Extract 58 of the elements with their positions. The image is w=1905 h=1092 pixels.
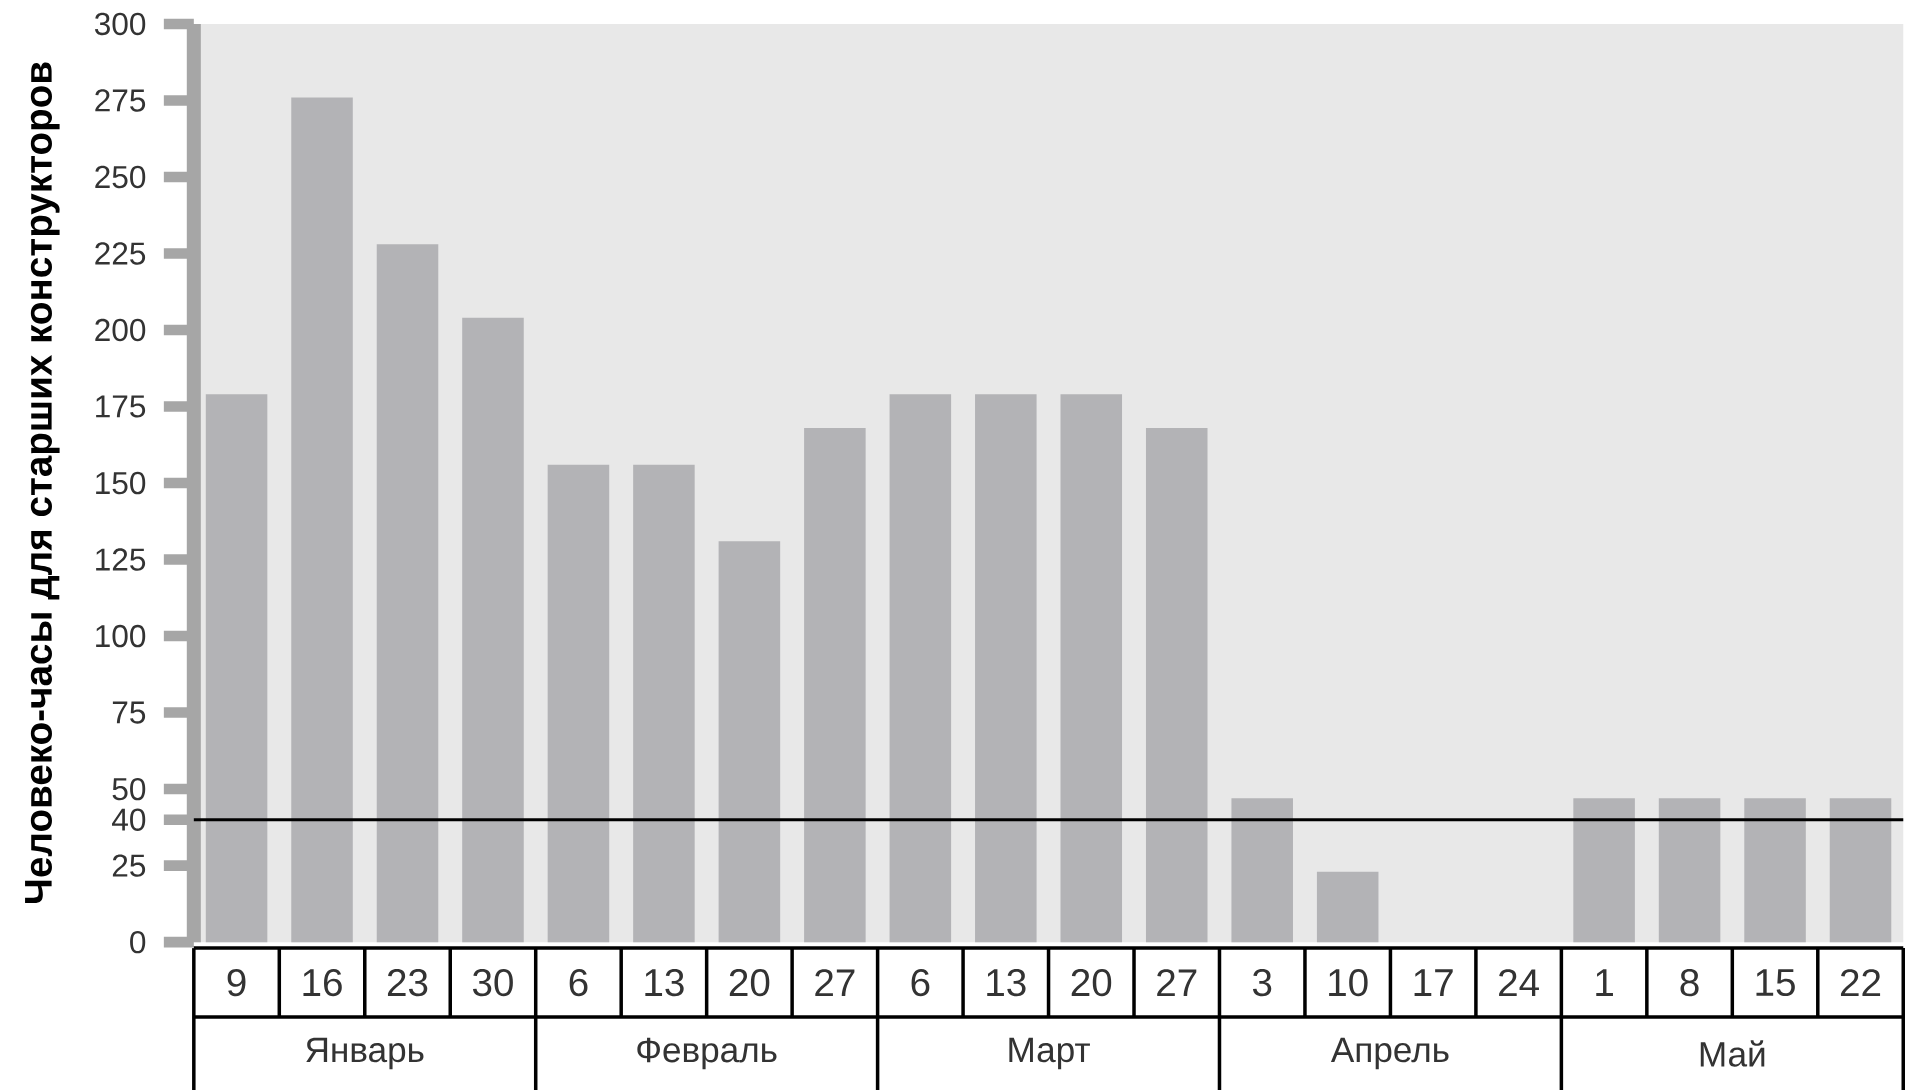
y-tick-label: 300	[94, 12, 146, 36]
bar	[1231, 798, 1293, 943]
bar	[205, 394, 268, 943]
x-tick-label: 3	[1252, 969, 1272, 997]
x-tick-label: 30	[472, 969, 513, 997]
y-tick-label: 100	[96, 625, 146, 648]
y-axis-title: Человеко-часы для старших конструкторов	[25, 62, 60, 904]
x-tick-label: 27	[1157, 969, 1197, 997]
y-tick-label: 225	[95, 242, 146, 265]
x-tick-label: 9	[227, 969, 246, 997]
x-tick-label: 15	[1756, 969, 1795, 997]
x-tick-label: 6	[569, 969, 588, 997]
x-tick-label: 22	[1840, 969, 1881, 997]
y-tick-label: 40	[112, 808, 146, 832]
x-tick-label: 13	[645, 969, 684, 997]
bar	[1060, 394, 1123, 943]
bar	[804, 428, 866, 943]
bar	[718, 541, 781, 943]
text: Февраль	[637, 1037, 777, 1070]
x-tick-label: 8	[1680, 969, 1699, 997]
y-tick-label: 200	[95, 318, 146, 342]
y-tick-label: 0	[130, 931, 146, 954]
x-tick-label: 17	[1414, 969, 1453, 996]
bar	[975, 394, 1037, 943]
x-tick-label: 13	[987, 969, 1026, 997]
bar	[1145, 428, 1208, 943]
y-tick-label: 275	[95, 89, 146, 112]
y-tick-label: 50	[112, 778, 146, 801]
x-tick-label: 20	[1071, 969, 1112, 997]
x-tick-label: 1	[1596, 969, 1613, 996]
bar	[376, 244, 439, 943]
bar	[1744, 798, 1806, 943]
text: Апрель	[1330, 1037, 1449, 1070]
bar	[1829, 798, 1892, 943]
bar	[462, 317, 524, 943]
text: Январь	[306, 1037, 424, 1070]
bar	[1573, 798, 1635, 943]
bar	[291, 97, 353, 943]
x-tick-label: 20	[729, 969, 770, 997]
x-tick-label: 27	[815, 969, 855, 997]
y-tick-label: 125	[96, 548, 146, 571]
x-tick-label: 24	[1499, 969, 1539, 997]
text: Май	[1700, 1040, 1765, 1067]
text: Март	[1009, 1037, 1090, 1070]
bar	[1316, 871, 1379, 943]
y-tick-label: 25	[112, 854, 146, 877]
x-tick-label: 23	[387, 969, 428, 997]
bar	[889, 394, 952, 943]
y-tick-label: 75	[112, 701, 146, 724]
y-tick-label: 175	[96, 395, 146, 418]
x-tick-label: 6	[911, 969, 930, 997]
y-tick-label: 250	[95, 165, 146, 189]
bar	[1658, 798, 1721, 943]
x-tick-label: 16	[303, 969, 342, 997]
x-tick-label: 10	[1329, 969, 1368, 997]
bar	[633, 464, 695, 943]
y-tick-label: 150	[96, 471, 146, 495]
bar	[547, 464, 610, 943]
